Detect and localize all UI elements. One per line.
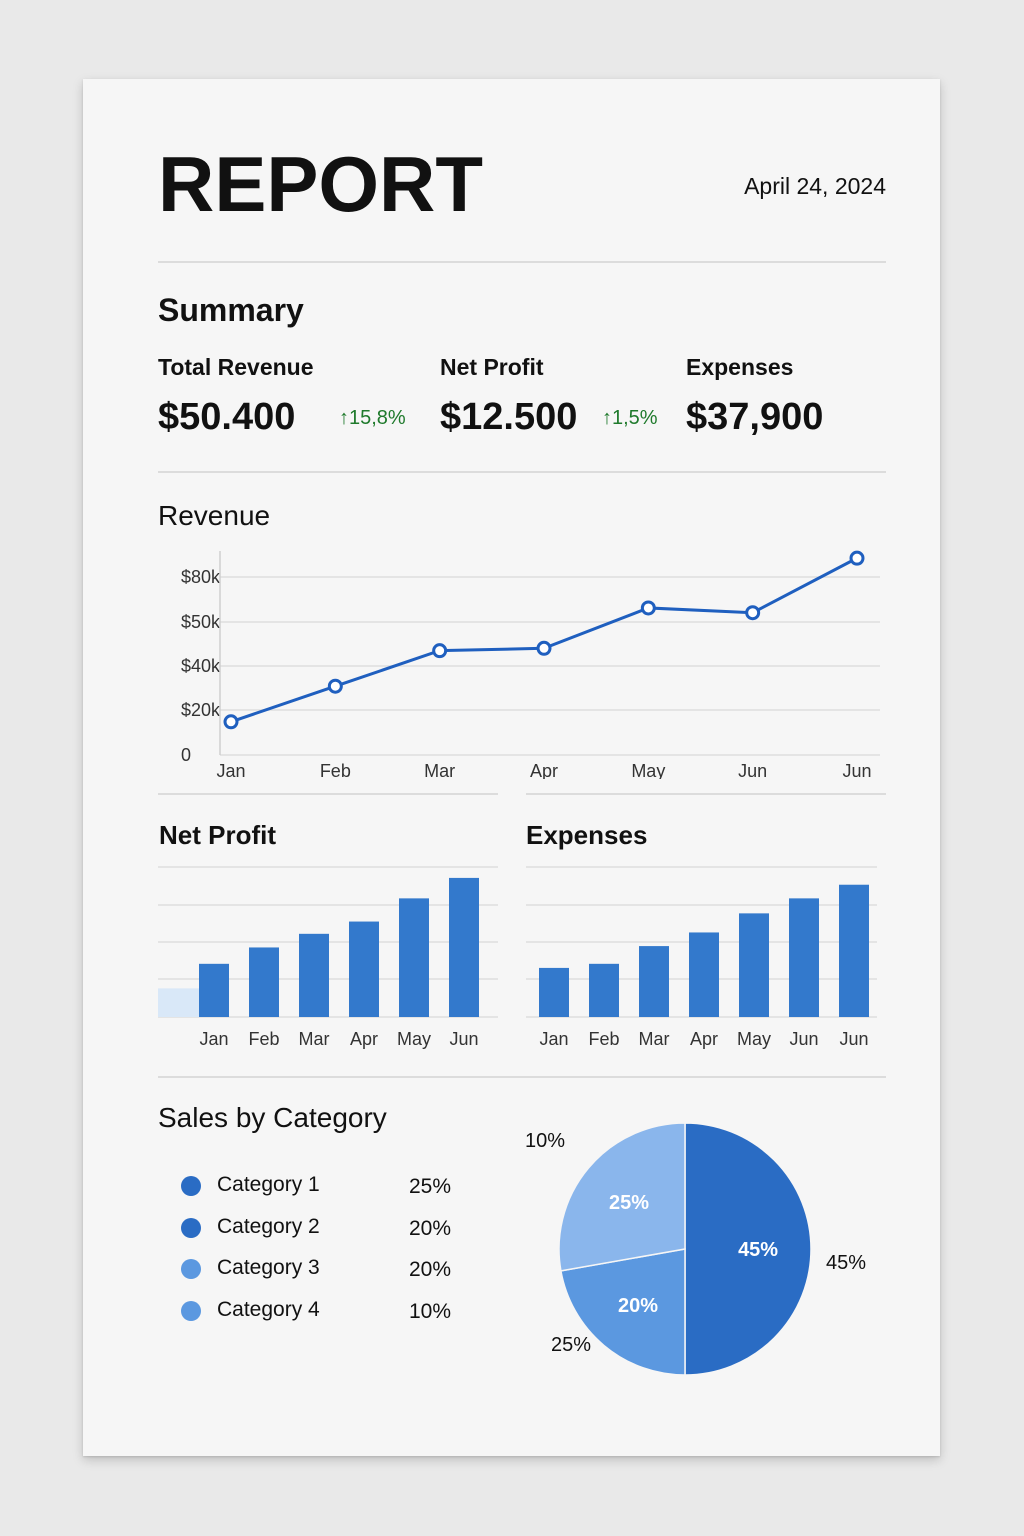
x-tick-label: Jun <box>842 761 871 779</box>
sales-by-category-title: Sales by Category <box>158 1102 387 1133</box>
x-tick-label: Mar <box>639 1029 670 1049</box>
pie-outer-label: 10% <box>525 1130 565 1152</box>
x-tick-label: Feb <box>320 761 351 779</box>
y-tick-label: $80k <box>181 567 221 587</box>
y-tick-label: 0 <box>181 745 191 765</box>
bar <box>639 946 669 1017</box>
divider <box>158 793 498 795</box>
x-tick-label: Jun <box>839 1029 868 1049</box>
sales-pie-chart: 45% 45% 20% 25% 25% 10% <box>525 1122 866 1376</box>
bar <box>449 877 479 1017</box>
legend-label: Category 1 <box>217 1173 320 1196</box>
kpi-net-profit-value: $12.500 <box>440 396 578 438</box>
bar <box>199 963 229 1017</box>
legend-dot-icon <box>181 1176 201 1196</box>
up-arrow-icon: ↑ <box>339 407 349 429</box>
x-tick-label: Jan <box>199 1029 228 1049</box>
kpi-expenses-label: Expenses <box>686 354 794 380</box>
revenue-point <box>223 714 239 730</box>
revenue-line-chart: 0 $20k $40k $50k $80k Jan Feb Mar Apr May Jun Jun <box>181 550 880 779</box>
revenue-point <box>745 605 761 621</box>
legend-item: Category 4 10% <box>181 1297 451 1327</box>
divider <box>526 793 886 795</box>
divider <box>158 471 886 473</box>
legend-percent: 20% <box>408 1217 451 1240</box>
revenue-point <box>327 678 343 694</box>
pie-slice-label: 20% <box>618 1295 658 1317</box>
revenue-point <box>849 550 865 566</box>
expenses-bar-chart: Jan Feb Mar Apr May Jun Jun <box>526 866 877 1049</box>
bar <box>399 898 429 1017</box>
y-tick-label: $50k <box>181 612 221 632</box>
report-date: April 24, 2024 <box>744 173 886 199</box>
expenses-chart-title: Expenses <box>526 820 648 850</box>
legend-percent: 10% <box>408 1300 451 1323</box>
legend-item: Category 3 20% <box>181 1255 451 1285</box>
x-tick-label: Jun <box>449 1029 478 1049</box>
pie-slice <box>558 1122 686 1272</box>
kpi-net-profit-label: Net Profit <box>440 354 544 380</box>
bar <box>689 932 719 1017</box>
bar <box>589 963 619 1017</box>
x-tick-label: Mar <box>424 761 455 779</box>
net-profit-bar-chart: Jan Feb Mar Apr May Jun <box>158 866 498 1049</box>
pie-slice-label: 45% <box>738 1239 778 1261</box>
x-tick-label: Feb <box>588 1029 619 1049</box>
legend-dot-icon <box>181 1301 201 1321</box>
legend-label: Category 2 <box>217 1215 320 1238</box>
bar <box>739 913 769 1017</box>
y-tick-label: $40k <box>181 656 221 676</box>
x-tick-label: Jan <box>539 1029 568 1049</box>
legend-label: Category 3 <box>217 1256 320 1279</box>
revenue-chart-title: Revenue <box>158 500 271 531</box>
up-arrow-icon: ↑ <box>602 407 612 429</box>
report-title: REPORT <box>158 140 484 228</box>
legend-dot-icon <box>181 1259 201 1279</box>
summary-heading: Summary <box>158 292 304 328</box>
revenue-point <box>432 643 448 659</box>
x-tick-label: Apr <box>690 1029 718 1049</box>
pie-slice-label: 25% <box>609 1192 649 1214</box>
report-page: REPORT April 24, 2024 Summary Total Reve… <box>83 79 940 1456</box>
kpi-expenses-value: $37,900 <box>686 396 824 438</box>
bar <box>539 967 569 1017</box>
bar <box>249 947 279 1017</box>
divider <box>158 1076 886 1078</box>
pie-outer-label: 45% <box>826 1252 866 1274</box>
pie-slice <box>684 1122 812 1376</box>
legend-percent: 20% <box>408 1258 451 1281</box>
x-tick-label: Jun <box>738 761 767 779</box>
x-tick-label: May <box>397 1029 431 1049</box>
net-profit-chart-title: Net Profit <box>159 820 276 850</box>
bar <box>789 898 819 1017</box>
revenue-point <box>640 600 656 616</box>
x-tick-label: Apr <box>350 1029 378 1049</box>
y-tick-label: $20k <box>181 700 221 720</box>
x-tick-label: Jun <box>789 1029 818 1049</box>
legend-label: Category 4 <box>217 1298 320 1321</box>
x-tick-label: May <box>631 761 665 779</box>
x-tick-label: May <box>737 1029 771 1049</box>
x-tick-label: Mar <box>299 1029 330 1049</box>
bar <box>299 933 329 1017</box>
kpi-total-revenue-label: Total Revenue <box>158 354 314 380</box>
x-tick-label: Apr <box>530 761 558 779</box>
x-tick-label: Jan <box>216 761 245 779</box>
pie-outer-label: 25% <box>551 1334 591 1356</box>
divider <box>158 261 886 263</box>
kpi-net-profit-change: ↑1,5% <box>602 407 658 429</box>
legend-percent: 25% <box>408 1175 451 1198</box>
x-tick-label: Feb <box>248 1029 279 1049</box>
legend-item: Category 1 25% <box>181 1172 451 1202</box>
pie-slice <box>560 1248 686 1376</box>
bar <box>349 921 379 1017</box>
kpi-total-revenue-value: $50.400 <box>158 396 296 438</box>
revenue-point <box>536 640 552 656</box>
bar <box>839 884 869 1017</box>
revenue-series-line <box>230 556 858 724</box>
legend-item: Category 2 20% <box>181 1214 451 1244</box>
faint-bar <box>158 988 200 1017</box>
legend-dot-icon <box>181 1218 201 1238</box>
kpi-total-revenue-change: ↑15,8% <box>339 407 406 429</box>
